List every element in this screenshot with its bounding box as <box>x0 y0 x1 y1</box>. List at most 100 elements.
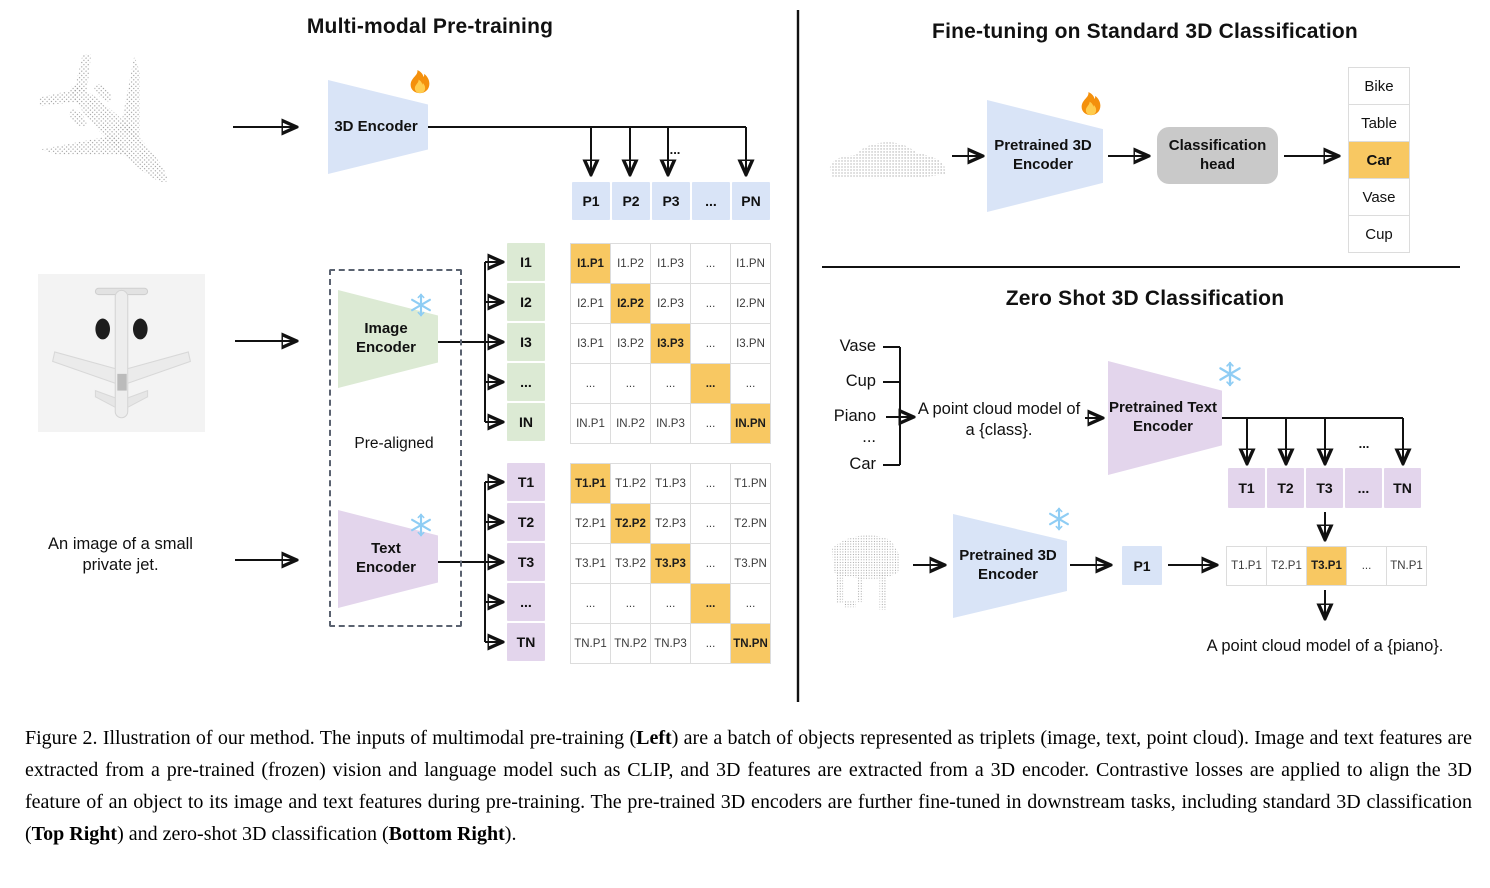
cell-I1.P2: I1.P2 <box>611 244 650 283</box>
snowflake-icon <box>1049 507 1069 531</box>
image-encoder-label-line2: Encoder <box>355 339 416 356</box>
cell-I3.P3: I3.P3 <box>651 324 690 363</box>
zs-t-row-ellipsis: ... <box>1358 436 1370 451</box>
cell-IN: IN <box>507 403 545 441</box>
cell-I2.P1: I2.P1 <box>571 284 610 323</box>
pre-aligned-dashed-box <box>329 269 462 627</box>
cell-T1.P1: T1.P1 <box>571 464 610 503</box>
cell-I1.PN: I1.PN <box>731 244 770 283</box>
image-encoder-label: Image Encoder <box>356 320 420 358</box>
cell-Cup: Cup <box>1349 216 1409 252</box>
cell-T2.PN: T2.PN <box>731 504 770 543</box>
cell-I2.P3: I2.P3 <box>651 284 690 323</box>
cell-PN: PN <box>732 182 770 220</box>
cell-T2.P2: T2.P2 <box>611 504 650 543</box>
caption-text-run: ). <box>504 823 517 845</box>
cell-...: ... <box>691 584 730 623</box>
cell-T3.P3: T3.P3 <box>651 544 690 583</box>
classification-head-box: Classification head <box>1157 127 1278 184</box>
3d-encoder-label: 3D Encoder <box>334 117 418 135</box>
cell-T3.P1: T3.P1 <box>571 544 610 583</box>
cell-I3.P2: I3.P2 <box>611 324 650 363</box>
cell-TN: TN <box>1384 468 1421 508</box>
cell-T1.P1: T1.P1 <box>1227 547 1266 585</box>
cell-I2: I2 <box>507 283 545 321</box>
cell-Vase: Vase <box>1349 179 1409 215</box>
car-point-cloud <box>829 142 946 179</box>
piano-point-cloud <box>832 535 900 610</box>
image-encoder-label-line1: Image <box>364 320 408 338</box>
3d-encoder-block: 3D Encoder <box>328 80 428 174</box>
cell-...: ... <box>611 584 650 623</box>
cell-T2: T2 <box>1267 468 1304 508</box>
classification-head-label: Classification head <box>1169 137 1267 175</box>
cell-...: ... <box>1347 547 1386 585</box>
snowflake-icon <box>1219 361 1241 387</box>
zs-pretrained-3d-encoder-label: Pretrained 3D Encoder <box>959 547 1061 585</box>
cell-I1.P1: I1.P1 <box>571 244 610 283</box>
cell-T3.P1: T3.P1 <box>1307 547 1346 585</box>
image-feature-column: I1 I2 I3... IN <box>507 243 545 441</box>
caption-bold-run: Bottom Right <box>388 823 505 845</box>
cell-TN.P3: TN.P3 <box>651 624 690 663</box>
cell-Bike: Bike <box>1349 68 1409 104</box>
caption-bold-run: Left <box>636 727 672 749</box>
p-feature-row: P1 P2 P3... PN <box>572 182 770 220</box>
cell-...: ... <box>571 364 610 403</box>
pretrained-3d-encoder-block: Pretrained 3D Encoder <box>987 100 1103 212</box>
cell-I1: I1 <box>507 243 545 281</box>
airplane-point-cloud <box>39 54 168 183</box>
cell-...: ... <box>1345 468 1382 508</box>
cell-T1.PN: T1.PN <box>731 464 770 503</box>
caption-text-run: ) are a batch of objects represented as … <box>25 727 1472 845</box>
cell-...: ... <box>692 182 730 220</box>
cell-...: ... <box>507 583 545 621</box>
classification-head-label-line1: Classification <box>1168 136 1267 154</box>
image-point-similarity-matrix: I1.P1 I1.P2 I1.P3... I1.PN I2.P1 I2.P2 I2.P3..… <box>570 243 771 444</box>
zs-prompt-text: A point cloud model of a {class}. <box>915 399 1083 442</box>
cell-TN.P2: TN.P2 <box>611 624 650 663</box>
cell-...: ... <box>691 404 730 443</box>
snowflake-icon <box>411 293 431 317</box>
cell-...: ... <box>611 364 650 403</box>
caption-bold-run: Top Right <box>31 823 118 845</box>
cell-...: ... <box>691 324 730 363</box>
cell-P1: P1 <box>572 182 610 220</box>
cell-T3.PN: T3.PN <box>731 544 770 583</box>
image-encoder-block: Image Encoder <box>338 290 438 388</box>
cell-...: ... <box>731 364 770 403</box>
text-encoder-label: Text Encoder <box>356 540 420 578</box>
caption-text-run: ) and zero-shot 3D classification ( <box>117 823 389 845</box>
cell-T2.P3: T2.P3 <box>651 504 690 543</box>
cell-...: ... <box>691 244 730 283</box>
pretrained-text-encoder-label-line2: Encoder <box>1132 418 1193 435</box>
cell-IN.P2: IN.P2 <box>611 404 650 443</box>
zs-pretrained-3d-encoder-label-line1: Pretrained 3D <box>959 547 1057 565</box>
cell-Table: Table <box>1349 105 1409 141</box>
pretrained-text-encoder-label-line1: Pretrained Text <box>1108 399 1218 417</box>
cell-...: ... <box>731 584 770 623</box>
text-point-similarity-matrix: T1.P1 T1.P2 T1.P3... T1.PN T2.P1 T2.P2 T2.P3..… <box>570 463 771 664</box>
fire-icon <box>1081 92 1101 116</box>
class-prediction-list: Bike Table Car Vase Cup <box>1348 67 1410 253</box>
zs-pretrained-3d-encoder-block: Pretrained 3D Encoder <box>953 514 1067 618</box>
pretrained-text-encoder-label: Pretrained Text Encoder <box>1109 399 1221 437</box>
cell-...: ... <box>691 544 730 583</box>
zs-class-cup: Cup <box>845 372 876 390</box>
cell-...: ... <box>691 464 730 503</box>
bottom-right-title: Zero Shot 3D Classification <box>1005 287 1285 310</box>
cell-IN.PN: IN.PN <box>731 404 770 443</box>
classification-head-label-line2: head <box>1199 155 1235 173</box>
cell-T2: T2 <box>507 503 545 541</box>
left-panel-title: Multi-modal Pre-training <box>306 15 554 38</box>
zs-prompt-line1: A point cloud model of <box>917 400 1081 418</box>
cell-T3: T3 <box>1306 468 1343 508</box>
p-row-ellipsis: ... <box>669 142 681 157</box>
zs-pretrained-3d-encoder-label-line2: Encoder <box>977 566 1038 583</box>
pretrained-3d-encoder-label: Pretrained 3D Encoder <box>994 137 1096 175</box>
jet-text-line2: private jet. <box>82 556 159 575</box>
cell-I3.PN: I3.PN <box>731 324 770 363</box>
cell-IN.P1: IN.P1 <box>571 404 610 443</box>
pretrained-3d-encoder-label-line1: Pretrained 3D <box>994 137 1092 155</box>
p1-feature-box: P1 <box>1122 546 1162 585</box>
